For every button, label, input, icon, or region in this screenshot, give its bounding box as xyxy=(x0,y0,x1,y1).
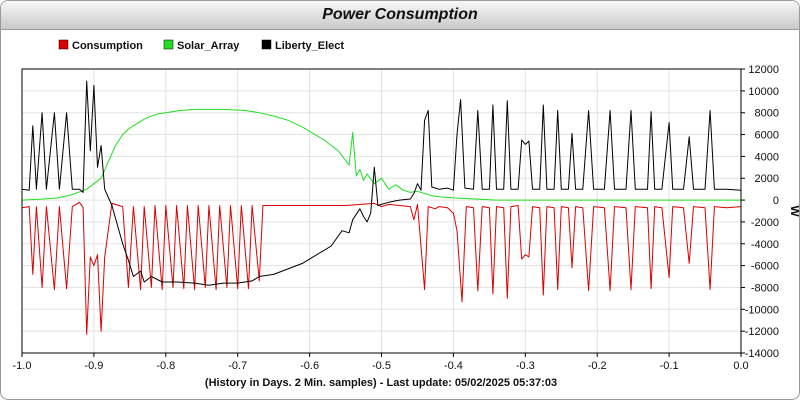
series-line-consumption xyxy=(21,201,742,335)
y-tick-label: -4000 xyxy=(751,239,779,251)
y-tick-label: 0 xyxy=(773,195,779,207)
x-tick-label: -0.3 xyxy=(516,360,535,372)
chart-svg: -1.0 -0.9 -0.8 -0.7 -0.6 -0.5 -0.4 -0.3 -0.2 -0.1… xyxy=(13,39,799,389)
y-tick-label: 12000 xyxy=(748,64,779,76)
x-tick-label: -0.6 xyxy=(300,360,319,372)
y-tick-label: -2000 xyxy=(751,217,779,229)
x-tick-label: -0.9 xyxy=(84,360,103,372)
x-tick-label: -0.4 xyxy=(444,360,463,372)
y-tick-label: 10000 xyxy=(748,86,779,98)
y-tick-label: 4000 xyxy=(755,151,779,163)
x-tick-label: -0.2 xyxy=(588,360,607,372)
x-tick-label: 0.0 xyxy=(733,360,748,372)
series-line-solar-array xyxy=(21,108,741,201)
y-tick-label: -12000 xyxy=(745,326,779,338)
y-tick-label: -10000 xyxy=(745,304,779,316)
chart-title: Power Consumption xyxy=(1,1,799,30)
y-tick-label: 8000 xyxy=(755,108,779,120)
legend-label-liberty-elect: Liberty_Elect xyxy=(275,40,344,52)
x-tick-label: -0.1 xyxy=(660,360,679,372)
legend-swatch-liberty-elect xyxy=(261,39,272,50)
legend-label-solar-array: Solar_Array xyxy=(177,40,240,52)
x-tick-label: -0.7 xyxy=(228,360,247,372)
y-tick-label: -6000 xyxy=(751,261,779,273)
legend-label-consumption: Consumption xyxy=(72,40,143,52)
y-tick-label: 2000 xyxy=(755,173,779,185)
series-line-liberty-elect xyxy=(21,80,742,286)
legend-swatch-consumption xyxy=(58,39,69,50)
x-axis-title: (History in Days. 2 Min. samples) - Last… xyxy=(205,377,557,389)
x-tick-label: -0.5 xyxy=(372,360,391,372)
x-tick-label: -0.8 xyxy=(156,360,175,372)
y-tick-label: -14000 xyxy=(745,348,779,360)
y-axis-title: W xyxy=(788,205,799,217)
y-tick-label: -8000 xyxy=(751,282,779,294)
x-tick-label: -1.0 xyxy=(13,360,32,372)
y-tick-label: 6000 xyxy=(755,130,779,142)
legend-swatch-solar-array xyxy=(163,39,174,50)
